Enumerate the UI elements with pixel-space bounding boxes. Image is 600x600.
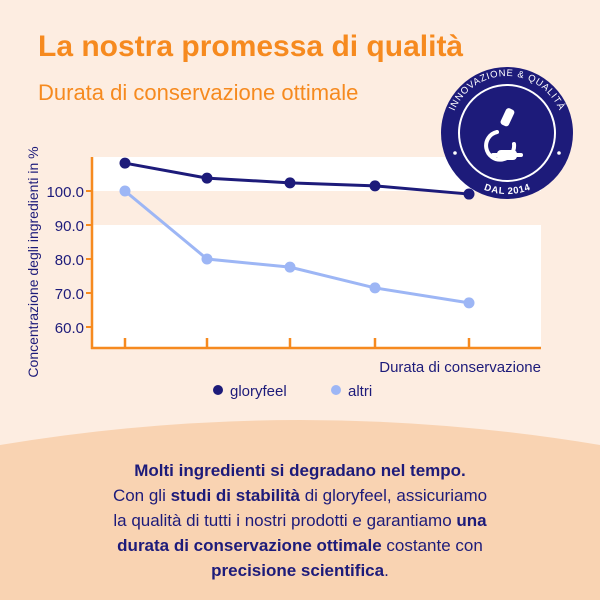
data-point-gloryfeel: [463, 188, 475, 200]
y-tick-label: 80.0: [55, 252, 84, 269]
legend-label-altri: altri: [348, 383, 372, 400]
y-tick-label: 100.0: [46, 184, 84, 201]
text-bold: durata di conservazione ottimale: [117, 536, 382, 555]
data-point-gloryfeel: [284, 177, 296, 189]
data-point-altri: [119, 185, 131, 197]
data-point-gloryfeel: [119, 157, 131, 169]
legend-marker-altri: [331, 385, 341, 395]
text: Con gli: [112, 486, 171, 505]
text: .: [384, 561, 389, 580]
x-axis-label: Durata di conservazione: [379, 359, 541, 376]
text-bold: precisione scientifica: [211, 561, 385, 580]
data-point-altri: [201, 253, 213, 265]
description-heading: Molti ingredienti si degradano nel tempo…: [134, 461, 466, 480]
text-bold: studi di stabilità: [170, 486, 300, 505]
description: Molti ingredienti si degradano nel tempo…: [0, 458, 600, 583]
text-bold: una: [456, 511, 487, 530]
data-point-altri: [369, 282, 381, 294]
data-point-gloryfeel: [369, 180, 381, 192]
page-title: La nostra promessa di qualità: [38, 30, 464, 63]
plot-background: [92, 225, 541, 348]
data-point-gloryfeel: [201, 172, 213, 184]
y-tick-label: 90.0: [55, 218, 84, 235]
y-axis-label: Concentrazione degli ingredienti in %: [25, 146, 41, 377]
text: costante con: [381, 536, 483, 555]
text: di gloryfeel, assicuriamo: [299, 486, 488, 505]
quality-badge: INNOVAZIONE & QUALITÀ DAL 2014: [441, 67, 573, 199]
data-point-altri: [463, 297, 475, 309]
legend-marker-gloryfeel: [213, 385, 223, 395]
y-tick-label: 70.0: [55, 286, 84, 303]
microscope-icon: [484, 108, 523, 162]
text: la qualità di tutti i nostri prodotti e …: [113, 511, 457, 530]
page-subtitle: Durata di conservazione ottimale: [38, 80, 359, 105]
legend-label-gloryfeel: gloryfeel: [230, 383, 287, 400]
data-point-altri: [284, 261, 296, 273]
y-tick-label: 60.0: [55, 320, 84, 337]
